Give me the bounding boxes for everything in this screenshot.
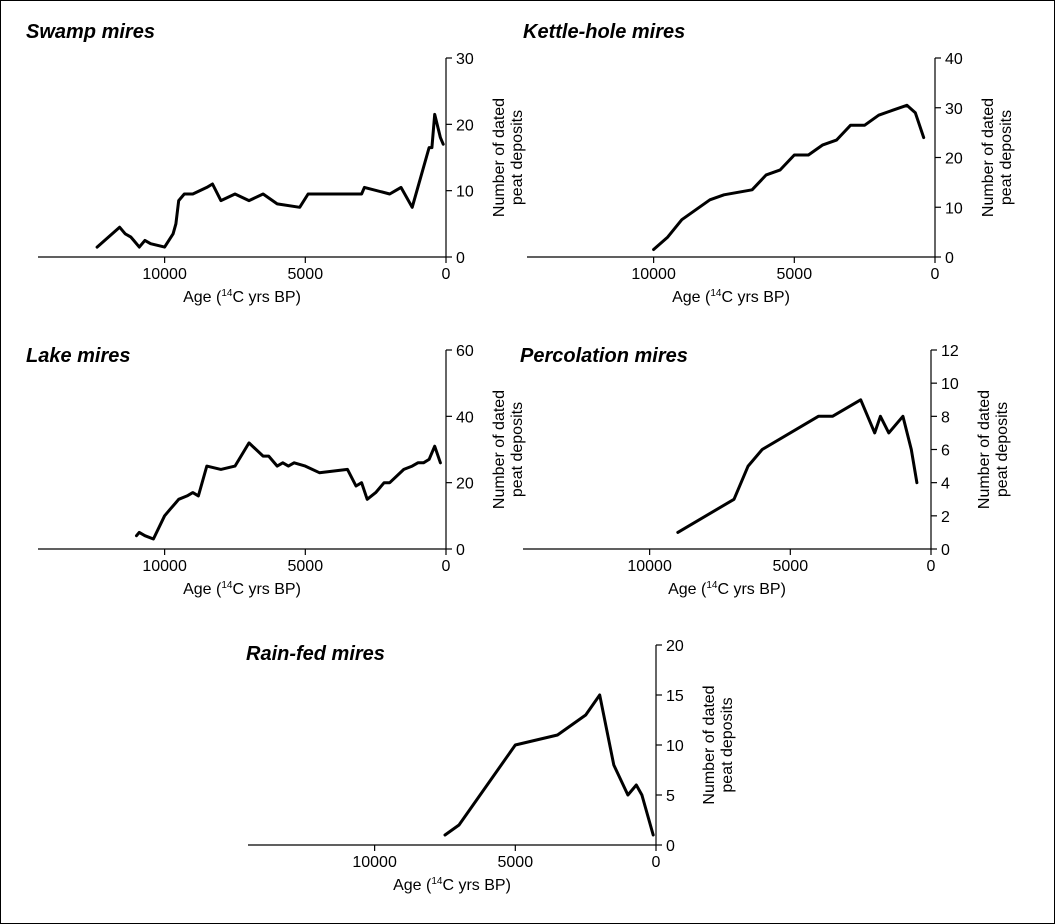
- y-tick-label: 30: [945, 101, 963, 118]
- y-axis-label-line-2: peat deposits: [994, 402, 1011, 497]
- y-tick-label: 4: [941, 476, 950, 493]
- y-axis-label-line-1: Number of dated: [980, 98, 997, 217]
- y-tick-label: 0: [941, 542, 950, 559]
- x-axis-label: Age (14C yrs BP): [183, 288, 301, 306]
- chart-panel-2: Kettle-hole mires 10000 5000 00 10 20 30 40 Age …: [523, 21, 1015, 306]
- y-tick-label: 20: [456, 117, 474, 134]
- x-axis-label-superscript: 14: [221, 580, 233, 591]
- x-axis-label-post: C yrs BP): [232, 289, 300, 306]
- y-tick-label: 30: [456, 51, 474, 68]
- x-axis-label-pre: Age (: [183, 581, 222, 598]
- chart-title: Swamp mires: [26, 21, 155, 43]
- x-axis-label-post: C yrs BP): [717, 581, 785, 598]
- y-axis-label: Number of datedpeat deposits: [491, 98, 526, 217]
- x-axis-label-superscript: 14: [221, 288, 233, 299]
- y-axis-label-line-1: Number of dated: [491, 390, 508, 509]
- x-axis-label-pre: Age (: [393, 877, 432, 894]
- x-axis-label-superscript: 14: [710, 288, 722, 299]
- x-tick-label: 0: [442, 266, 451, 283]
- x-axis-label: Age (14C yrs BP): [183, 580, 301, 598]
- y-axis-label-line-2: peat deposits: [998, 110, 1015, 205]
- x-axis-label-superscript: 14: [431, 876, 443, 887]
- y-tick-label: 40: [456, 409, 474, 426]
- y-tick-label: 0: [666, 838, 675, 855]
- x-tick-label: 5000: [773, 558, 809, 575]
- x-axis-label-post: C yrs BP): [442, 877, 510, 894]
- y-tick-label: 12: [941, 343, 959, 360]
- chart-panel-1: Swamp mires 10000 5000 00 10 20 30 Age (14C yrs…: [26, 21, 526, 306]
- y-tick-label: 15: [666, 688, 684, 705]
- y-tick-label: 6: [941, 443, 950, 460]
- y-tick-label: 0: [456, 250, 465, 267]
- chart-title: Lake mires: [26, 345, 131, 367]
- x-axis-label: Age (14C yrs BP): [672, 288, 790, 306]
- y-tick-label: 10: [941, 376, 959, 393]
- x-axis-label-pre: Age (: [668, 581, 707, 598]
- y-tick-label: 2: [941, 509, 950, 526]
- y-axis-label-line-2: peat deposits: [509, 402, 526, 497]
- x-axis-label-post: C yrs BP): [721, 289, 789, 306]
- y-axis-label-line-1: Number of dated: [976, 390, 993, 509]
- y-axis-label: Number of datedpeat deposits: [976, 390, 1011, 509]
- y-tick-label: 0: [945, 250, 954, 267]
- chart-panel-4: Percolation mires 10000 5000 00 2 4 6 8 10 12 Age …: [520, 343, 1011, 598]
- x-tick-label: 10000: [627, 558, 672, 575]
- x-tick-label: 0: [931, 266, 940, 283]
- chart-title: Kettle-hole mires: [523, 21, 685, 43]
- x-axis-label: Age (14C yrs BP): [393, 876, 511, 894]
- x-tick-label: 0: [927, 558, 936, 575]
- y-tick-label: 5: [666, 788, 675, 805]
- y-axis-label: Number of datedpeat deposits: [701, 685, 736, 804]
- chart-panel-5: Rain-fed mires 10000 5000 00 5 10 15 20 Age (14C…: [246, 638, 736, 894]
- y-tick-label: 10: [945, 200, 963, 217]
- y-tick-label: 8: [941, 409, 950, 426]
- series-line: [135, 441, 442, 541]
- series-line: [676, 398, 919, 534]
- y-tick-label: 10: [666, 738, 684, 755]
- y-axis-label-line-2: peat deposits: [719, 697, 736, 792]
- y-tick-label: 20: [666, 638, 684, 655]
- y-tick-label: 20: [456, 476, 474, 493]
- series-line: [443, 693, 655, 837]
- x-tick-label: 5000: [498, 854, 534, 871]
- x-tick-label: 0: [652, 854, 661, 871]
- chart-panel-3: Lake mires 10000 5000 00 20 40 60 Age (14C yrs …: [26, 343, 526, 598]
- y-axis-label: Number of datedpeat deposits: [980, 98, 1015, 217]
- chart-title: Rain-fed mires: [246, 643, 385, 665]
- x-axis-label-pre: Age (: [183, 289, 222, 306]
- y-tick-label: 10: [456, 184, 474, 201]
- x-tick-label: 5000: [777, 266, 813, 283]
- y-tick-label: 0: [456, 542, 465, 559]
- x-tick-label: 5000: [288, 558, 324, 575]
- x-tick-label: 10000: [142, 266, 187, 283]
- y-tick-label: 60: [456, 343, 474, 360]
- series-line: [652, 103, 926, 251]
- x-tick-label: 10000: [142, 558, 187, 575]
- x-axis-label-pre: Age (: [672, 289, 711, 306]
- x-tick-label: 5000: [288, 266, 324, 283]
- x-tick-label: 10000: [352, 854, 397, 871]
- y-axis-label-line-1: Number of dated: [491, 98, 508, 217]
- x-axis-label-post: C yrs BP): [232, 581, 300, 598]
- x-axis-label: Age (14C yrs BP): [668, 580, 786, 598]
- series-line: [95, 112, 445, 249]
- y-tick-label: 40: [945, 51, 963, 68]
- chart-title: Percolation mires: [520, 345, 688, 367]
- x-tick-label: 10000: [631, 266, 676, 283]
- y-axis-label: Number of datedpeat deposits: [491, 390, 526, 509]
- x-axis-label-superscript: 14: [706, 580, 718, 591]
- y-axis-label-line-2: peat deposits: [509, 110, 526, 205]
- x-tick-label: 0: [442, 558, 451, 575]
- y-axis-label-line-1: Number of dated: [701, 685, 718, 804]
- y-tick-label: 20: [945, 151, 963, 168]
